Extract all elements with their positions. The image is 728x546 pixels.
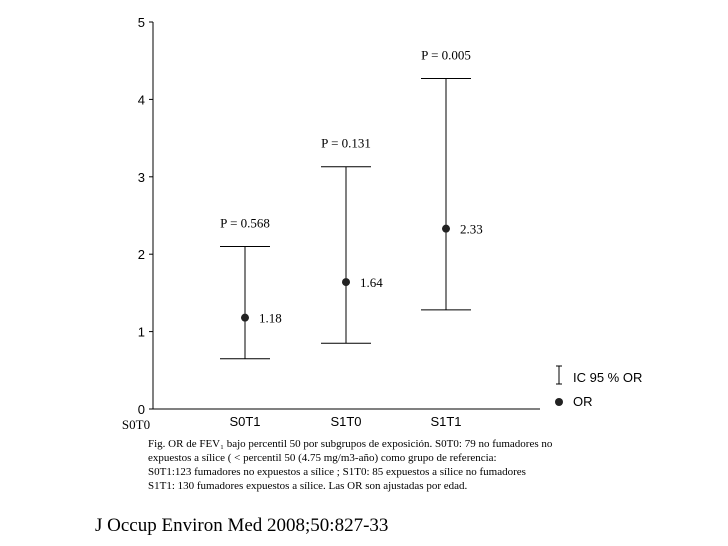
- x-baseline-label: S0T0: [122, 417, 150, 432]
- y-axis-ticks: 0 1 2 3 4 5: [138, 15, 153, 417]
- chart-axes: [152, 22, 540, 410]
- figure-caption: Fig. OR de FEV₁ bajo percentil 50 por su…: [148, 437, 648, 493]
- or-point: [241, 313, 249, 322]
- or-value-label: 2.33: [460, 222, 483, 237]
- or-point: [342, 278, 350, 287]
- caption-line: Fig. OR de FEV₁ bajo percentil 50 por su…: [148, 438, 553, 450]
- y-tick-label: 1: [138, 325, 145, 340]
- y-tick-label: 3: [138, 170, 145, 185]
- x-tick-label: S0T1: [229, 414, 260, 429]
- x-tick-label: S1T0: [330, 414, 361, 429]
- chart-legend: IC 95 % OR OR: [555, 365, 642, 409]
- or-value-label: 1.18: [259, 311, 282, 326]
- legend-or-dot: [555, 398, 563, 406]
- chart-marks: 1.18 P = 0.568 1.64 P = 0.131 2.33 P = 0.005: [220, 48, 483, 360]
- p-value-label: P = 0.131: [321, 136, 371, 151]
- y-tick-label: 0: [138, 402, 145, 417]
- y-tick-label: 4: [138, 92, 145, 107]
- citation: J Occup Environ Med 2008;50:827-33: [95, 515, 389, 536]
- legend-label-ci: IC 95 % OR: [573, 370, 642, 385]
- caption-line: S0T1:123 fumadores no expuestos a sílice…: [148, 466, 526, 478]
- y-tick-label: 5: [138, 15, 145, 30]
- legend-label-or: OR: [573, 394, 593, 409]
- p-value-label: P = 0.568: [220, 215, 270, 230]
- or-point: [442, 224, 450, 233]
- or-value-label: 1.64: [360, 275, 383, 290]
- p-value-label: P = 0.005: [421, 48, 471, 63]
- x-axis-labels: S0T0 S0T1 S1T0 S1T1: [122, 414, 462, 432]
- y-tick-label: 2: [138, 247, 145, 262]
- caption-line: expuestos a sílice ( < percentil 50 (4.7…: [148, 452, 497, 464]
- odds-ratio-chart: 0 1 2 3 4 5 S0T0 S0T1 S1T0 S1T1 1.18 P = 0.568 1.6…: [122, 15, 642, 432]
- caption-line: S1T1: 130 fumadores expuestos a sílice. …: [148, 480, 468, 492]
- x-tick-label: S1T1: [430, 414, 461, 429]
